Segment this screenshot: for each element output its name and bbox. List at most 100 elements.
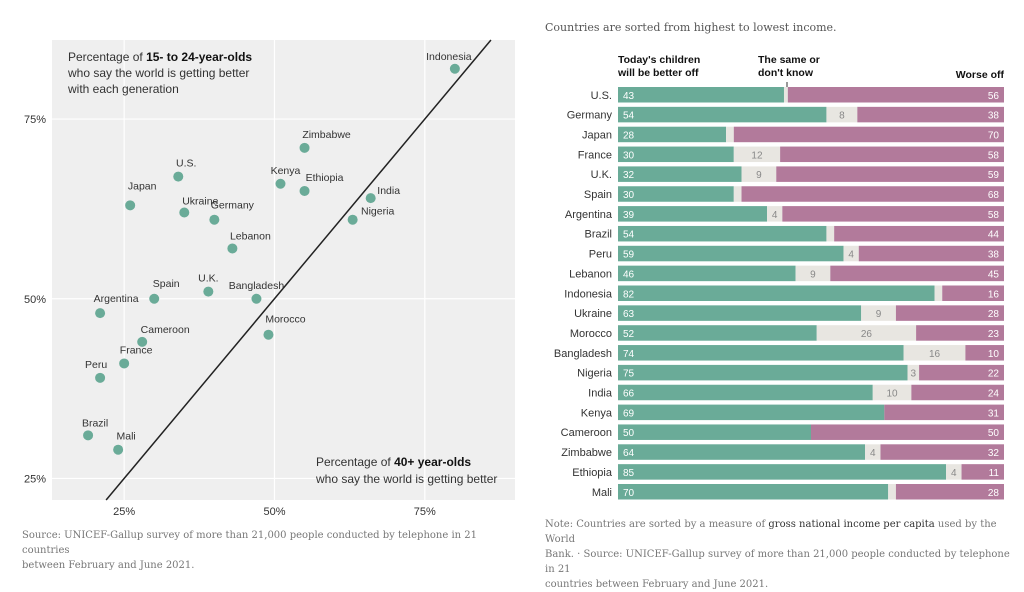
point-label: Kenya	[271, 165, 301, 177]
value-label-same: 8	[839, 111, 845, 122]
value-label-same: 9	[810, 269, 816, 280]
point-label: Japan	[128, 180, 157, 192]
value-label-same: 26	[861, 329, 873, 340]
value-label-better: 66	[623, 389, 635, 400]
value-label-worse: 38	[988, 111, 1000, 122]
bar-same	[946, 464, 962, 480]
bar-same	[872, 384, 912, 401]
bar-better	[618, 126, 727, 143]
value-label-better: 30	[623, 190, 635, 201]
scatter-point	[275, 178, 286, 189]
header-same-line1: The same or	[758, 54, 820, 66]
equality-diagonal-line	[105, 39, 492, 501]
value-label-worse: 68	[988, 190, 1000, 201]
annotation-top-pre: Percentage of	[68, 50, 146, 64]
bar-worse	[776, 166, 1004, 182]
bar-worse	[895, 305, 1004, 321]
value-label-worse: 58	[988, 210, 1000, 221]
value-label-better: 39	[623, 210, 635, 221]
point-label: Morocco	[265, 314, 305, 326]
value-label-worse: 50	[988, 428, 1000, 439]
point-label: Bangladesh	[229, 280, 285, 292]
point-label: Spain	[153, 278, 180, 290]
country-label: Zimbabwe	[561, 447, 612, 459]
scatter-point	[203, 286, 214, 297]
value-label-worse: 70	[988, 130, 1000, 141]
bar-row: Brazil 54 44	[584, 225, 1004, 242]
country-label: Mali	[592, 487, 612, 499]
bar-better	[618, 106, 827, 123]
bar-same	[843, 245, 859, 262]
country-label: Cameroon	[561, 427, 612, 439]
scatter-chart: Indonesia Zimbabwe U.S. Kenya Ethiopia India J…	[24, 39, 515, 518]
bar-same	[934, 285, 943, 301]
bar-better	[618, 166, 742, 182]
bar-worse	[880, 444, 1004, 460]
bar-worse	[857, 106, 1004, 123]
country-label: Brazil	[584, 229, 612, 241]
bar-better	[618, 384, 873, 401]
bar-better	[618, 364, 908, 381]
value-label-worse: 24	[988, 389, 1000, 400]
bar-note-pre: Note: Countries are sorted by a measure …	[545, 519, 769, 530]
bar-better	[618, 87, 784, 103]
bar-chart-subtitle: Countries are sorted from highest to low…	[545, 21, 837, 34]
value-label-worse: 10	[988, 349, 1000, 360]
value-label-same: 10	[886, 389, 898, 400]
bar-note-line1: Note: Countries are sorted by a measure …	[545, 517, 1015, 547]
bar-better	[618, 245, 844, 262]
header-better-line1: Today's children	[618, 54, 700, 66]
bar-row: Kenya 69 31	[581, 404, 1004, 421]
bar-note-line3: countries between February and June 2021…	[545, 579, 769, 590]
bar-same	[826, 225, 835, 242]
point-label: Indonesia	[426, 51, 472, 63]
point-label: Germany	[211, 200, 255, 212]
bar-row: Zimbabwe 64 4 32	[561, 444, 1004, 460]
scatter-point	[263, 329, 274, 340]
scatter-point	[449, 63, 460, 74]
bar-row: Ukraine 63 9 28	[574, 305, 1004, 321]
scatter-point	[125, 200, 136, 211]
bar-worse	[811, 424, 1004, 440]
bar-worse	[780, 146, 1004, 163]
country-label: Morocco	[570, 328, 612, 340]
y-tick-label: 75%	[24, 114, 46, 126]
bar-better	[618, 325, 817, 341]
point-label: France	[120, 344, 153, 356]
point-label: Peru	[85, 359, 107, 371]
point-label: India	[377, 185, 400, 197]
scatter-point	[83, 430, 94, 441]
bar-better	[618, 404, 885, 421]
point-label: Cameroon	[141, 324, 190, 336]
header-same: The same or don't know	[758, 54, 823, 79]
bar-worse	[741, 186, 1004, 202]
value-label-same: 4	[951, 468, 957, 479]
value-label-better: 74	[623, 349, 635, 360]
header-worse: Worse off	[956, 69, 1005, 81]
scatter-point	[137, 336, 148, 347]
scatter-point	[119, 358, 130, 369]
bar-better	[618, 444, 866, 460]
value-label-worse: 32	[988, 448, 1000, 459]
scatter-point	[347, 214, 358, 225]
bar-worse	[787, 87, 1004, 103]
bar-same	[865, 444, 881, 460]
value-label-worse: 38	[988, 250, 1000, 261]
bar-row: Nigeria 75 3 22	[577, 364, 1004, 381]
value-label-worse: 22	[988, 369, 1000, 380]
value-label-worse: 23	[988, 329, 1000, 340]
value-label-better: 28	[623, 130, 635, 141]
value-label-same: 9	[876, 309, 882, 320]
point-label: U.S.	[176, 158, 196, 170]
value-label-better: 69	[623, 408, 635, 419]
value-label-better: 82	[623, 289, 635, 300]
bar-worse	[884, 404, 1004, 421]
scatter-source: Source: UNICEF-Gallup survey of more tha…	[22, 528, 522, 573]
bar-better	[618, 345, 904, 361]
bar-worse	[830, 265, 1004, 282]
bar-worse	[916, 325, 1004, 341]
bar-note-post: used by the World	[545, 519, 997, 545]
scatter-point	[251, 293, 262, 304]
value-label-better: 54	[623, 111, 635, 122]
scatter-point	[173, 171, 184, 182]
